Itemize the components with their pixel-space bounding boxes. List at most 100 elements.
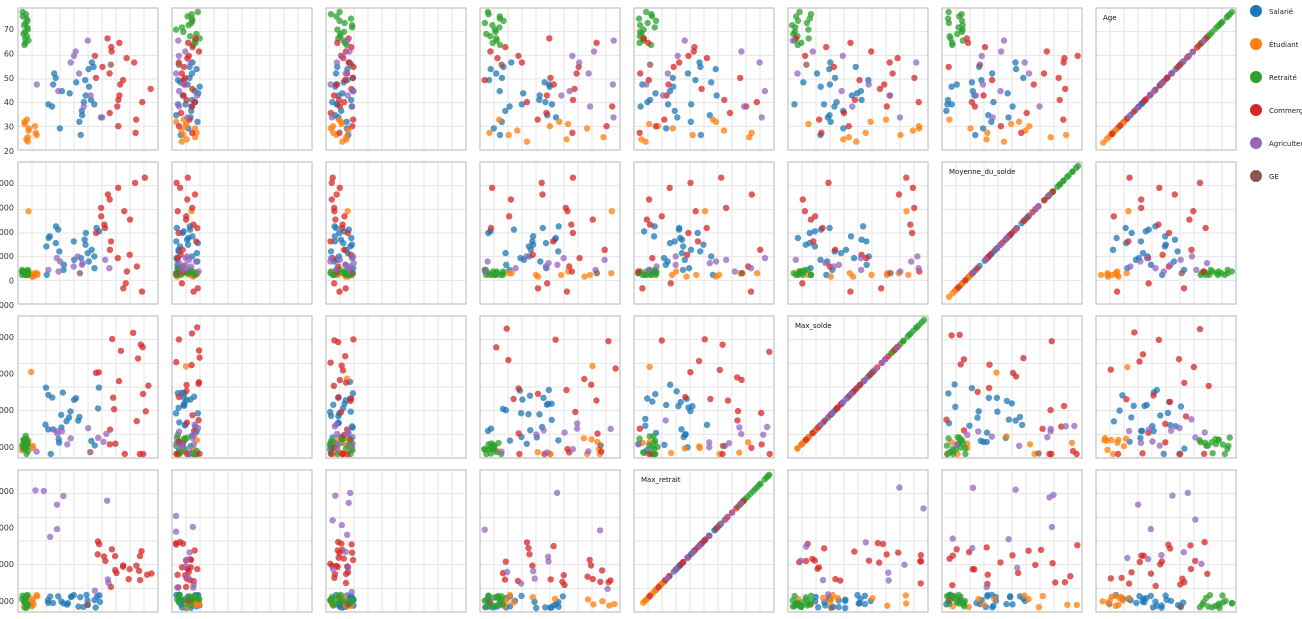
point-commera: [177, 109, 185, 117]
point-commera: [120, 285, 127, 292]
point-salari: [688, 101, 695, 108]
point-commera: [104, 35, 111, 42]
point-commera: [136, 576, 144, 584]
points: [481, 489, 618, 612]
point-agriculteu: [802, 543, 810, 550]
point-commera: [1125, 580, 1133, 587]
point-agriculteu: [503, 568, 511, 576]
point-retrait: [342, 445, 350, 452]
point-commera: [332, 216, 339, 223]
point-commera: [1138, 204, 1145, 212]
cell-border: [479, 7, 621, 151]
point-agriculteu: [741, 103, 748, 110]
points: [640, 471, 773, 606]
point-commera: [703, 54, 711, 62]
point-salari: [1003, 600, 1010, 608]
point-commera: [652, 123, 660, 130]
point-agriculteu: [172, 512, 180, 520]
point-agriculteu: [737, 500, 745, 507]
point-commera: [881, 81, 888, 88]
point-salari: [56, 248, 63, 255]
point-commera: [487, 224, 495, 232]
cell-r3-c4: Max_retrait: [633, 469, 775, 613]
point-retrait: [793, 13, 800, 20]
points: [19, 8, 154, 145]
point-salari: [948, 83, 955, 90]
point-ge: [976, 61, 984, 68]
point-agriculteu: [897, 268, 904, 275]
point-salari: [1018, 421, 1026, 429]
point-tudiant: [849, 273, 857, 280]
point-commera: [183, 381, 190, 389]
point-salari: [682, 431, 689, 438]
point-retrait: [491, 602, 498, 609]
point-commera: [666, 184, 673, 191]
point-commera: [687, 179, 694, 186]
point-salari: [42, 421, 49, 428]
point-commera: [810, 238, 817, 245]
point-agriculteu: [554, 261, 561, 268]
point-salari: [520, 90, 527, 97]
point-retrait: [1226, 434, 1233, 441]
point-commera: [757, 246, 764, 253]
point-commera: [335, 96, 343, 104]
point-commera: [547, 576, 554, 583]
point-agriculteu: [997, 48, 1005, 55]
point-salari: [1003, 397, 1011, 405]
point-commera: [1128, 569, 1135, 576]
cell-border: [633, 161, 775, 305]
point-salari: [861, 592, 869, 599]
point-commera: [903, 174, 910, 181]
cell-border: [787, 161, 929, 305]
point-commera: [833, 405, 840, 413]
point-retrait: [1219, 592, 1226, 599]
point-salari: [685, 404, 692, 411]
point-agriculteu: [336, 256, 344, 263]
point-commera: [546, 35, 553, 42]
point-retrait: [1222, 597, 1229, 605]
point-agriculteu: [345, 428, 352, 436]
points: [481, 325, 619, 458]
point-agriculteu: [604, 585, 611, 592]
point-commera: [538, 179, 545, 186]
point-agriculteu: [809, 48, 816, 55]
point-agriculteu: [728, 509, 736, 516]
point-commera: [571, 85, 578, 93]
point-commera: [646, 450, 653, 458]
point-agriculteu: [53, 501, 61, 508]
point-commera: [1062, 85, 1069, 93]
point-retrait: [651, 437, 659, 444]
point-commera: [1018, 129, 1025, 136]
point-salari: [550, 602, 558, 609]
point-commera: [612, 365, 619, 372]
point-commera: [847, 39, 854, 46]
point-salari: [43, 271, 50, 279]
point-commera: [1131, 329, 1138, 336]
point-agriculteu: [1192, 434, 1199, 441]
point-commera: [327, 359, 334, 366]
point-commera: [1067, 573, 1074, 580]
point-salari: [837, 249, 845, 257]
point-agriculteu: [45, 266, 52, 274]
point-commera: [594, 430, 601, 437]
point-commera: [488, 184, 496, 191]
point-agriculteu: [569, 52, 576, 60]
legend-label: GE: [1269, 173, 1279, 181]
point-salari: [1171, 236, 1179, 243]
point-commera: [142, 408, 149, 415]
point-salari: [499, 405, 507, 413]
point-salari: [660, 254, 668, 262]
point-agriculteu: [706, 532, 713, 539]
point-commera: [115, 184, 122, 191]
point-tudiant: [1047, 134, 1054, 141]
point-salari: [73, 79, 80, 86]
point-commera: [331, 280, 338, 287]
points: [635, 336, 773, 458]
point-commera: [192, 35, 199, 42]
point-commera: [189, 204, 196, 212]
point-agriculteu: [74, 253, 81, 260]
point-commera: [573, 70, 580, 77]
point-commera: [341, 213, 348, 220]
point-commera: [502, 43, 509, 51]
point-retrait: [20, 445, 27, 453]
